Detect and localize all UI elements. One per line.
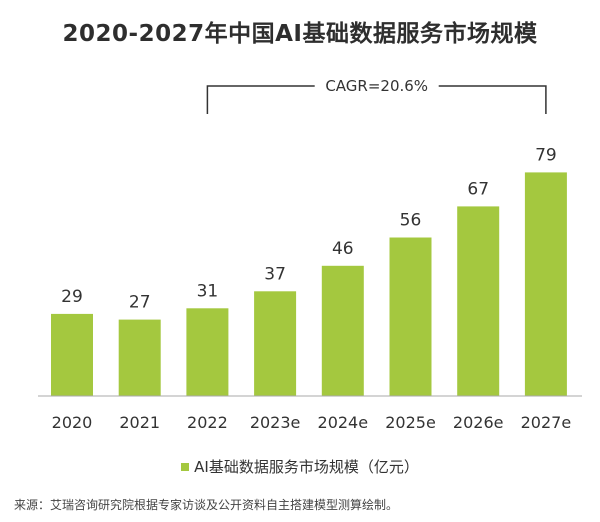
bar-2022 [186,308,229,396]
bar-2025e [389,237,432,396]
value-label-2024e: 46 [332,239,354,259]
value-label-2021: 27 [129,293,151,313]
bar-2026e [457,206,500,396]
bar-2023e [254,291,297,396]
value-label-2022: 31 [197,281,219,301]
value-label-2026e: 67 [467,179,489,199]
source-note: 来源：艾瑞咨询研究院根据专家访谈及公开资料自主搭建模型测算绘制。 [14,498,399,512]
cagr-label-backdrop [314,74,439,96]
x-tick-label-2020: 2020 [52,413,93,432]
legend-label: AI基础数据服务市场规模（亿元） [194,458,419,476]
x-tick-label-2025e: 2025e [385,413,436,432]
x-tick-label-2021: 2021 [119,413,160,432]
legend-swatch [181,462,190,471]
x-tick-label-2026e: 2026e [453,413,504,432]
value-label-2027e: 79 [535,145,557,165]
legend: AI基础数据服务市场规模（亿元） [0,456,600,477]
x-tick-labels-layer: 2020 2021 2022 2023e 2024e 2025e 2026e 2027e [52,413,572,432]
value-labels-layer: 29 27 31 37 46 56 67 79 [61,145,557,312]
bar-2027e [524,172,567,396]
x-tick-label-2023e: 2023e [250,413,301,432]
value-label-2020: 29 [61,287,83,307]
x-tick-label-2027e: 2027e [521,413,572,432]
bars-layer [51,172,567,396]
x-tick-label-2024e: 2024e [318,413,369,432]
value-label-2025e: 56 [400,211,422,231]
bar-2024e [321,265,364,396]
cagr-bracket [206,74,547,114]
x-tick-label-2022: 2022 [187,413,228,432]
cagr-label: CAGR=20.6% [325,77,428,95]
value-label-2023e: 37 [264,264,286,284]
bar-2020 [51,313,93,396]
chart-title: 2020-2027年中国AI基础数据服务市场规模 [62,21,538,47]
bar-2021 [118,319,161,396]
